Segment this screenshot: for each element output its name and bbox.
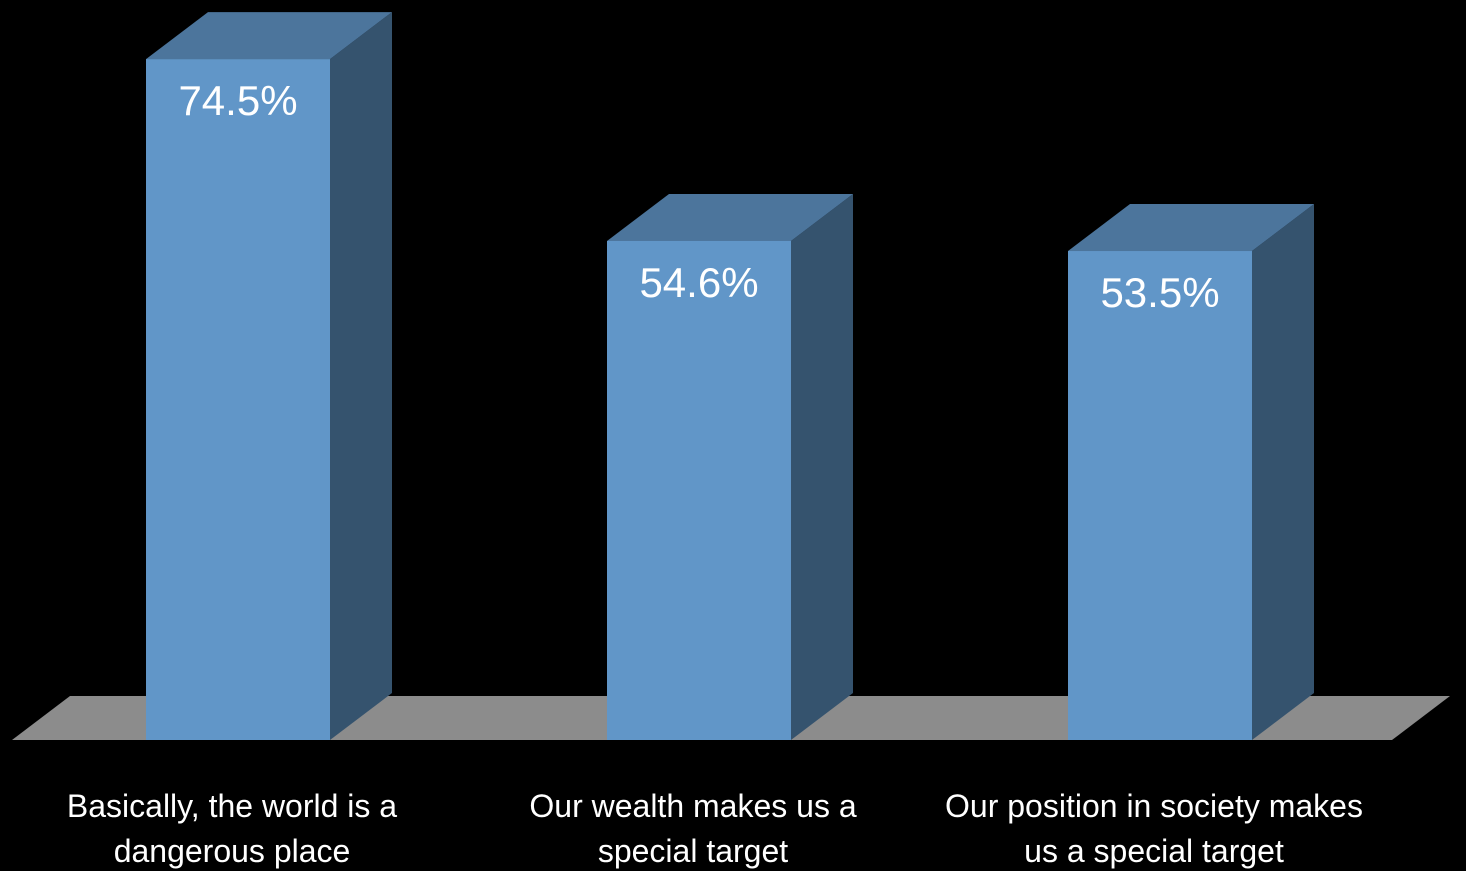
bar-side xyxy=(330,12,392,740)
bar xyxy=(1068,251,1252,740)
bar-top xyxy=(1068,204,1314,252)
x-tick-label: Basically, the world is a dangerous plac… xyxy=(66,788,398,869)
value-label: 74.5% xyxy=(178,77,297,124)
value-label: 53.5% xyxy=(1100,269,1219,316)
x-tick-label: Our position in society makes us a speci… xyxy=(945,788,1363,869)
x-tick-label: Our wealth makes us a special target xyxy=(529,788,857,869)
bar-top xyxy=(607,193,853,241)
bar xyxy=(146,59,330,740)
value-label: 54.6% xyxy=(639,259,758,306)
bar-side xyxy=(791,193,853,740)
bar-top xyxy=(146,12,392,60)
bar xyxy=(607,240,791,740)
bar-side xyxy=(1252,204,1314,740)
